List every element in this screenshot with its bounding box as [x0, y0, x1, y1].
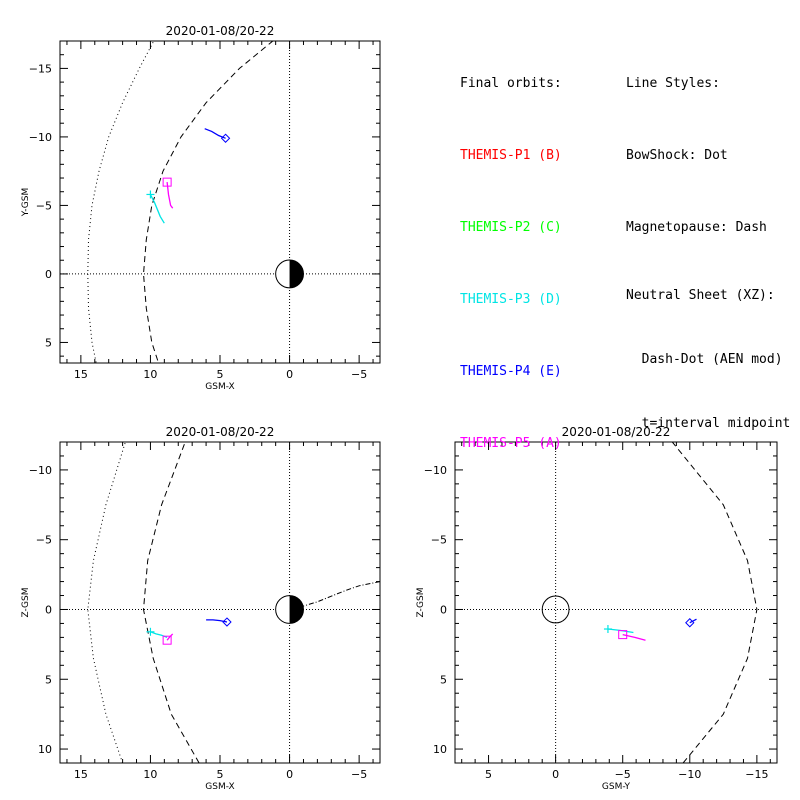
y-tick-label: −15 — [29, 62, 52, 75]
earth-icon — [275, 259, 304, 289]
y-tick-label: −10 — [424, 464, 447, 477]
earth-icon — [541, 595, 570, 624]
x-tick-label: 5 — [217, 768, 224, 781]
neutral-sheet-style-line3: t=interval midpoint — [626, 416, 791, 431]
y-tick-label: −5 — [36, 534, 52, 547]
plot-frame — [59, 40, 381, 364]
neutral-sheet-style-line2: Dash-Dot (AEN mod) — [626, 352, 783, 367]
legend-entry-p3: THEMIS-P3 (D) — [460, 292, 562, 307]
x-tick-label: 10 — [143, 368, 157, 381]
magnetopause-curve — [671, 442, 758, 763]
y-axis-label: Y-GSM — [21, 188, 31, 217]
legend-entry-p4: THEMIS-P4 (E) — [460, 364, 562, 379]
plot-area — [60, 442, 380, 763]
magnetopause-curve — [142, 442, 200, 763]
y-tick-label: 5 — [45, 336, 52, 349]
legend-entry-p2: THEMIS-P2 (C) — [460, 220, 562, 235]
x-tick-label: 0 — [286, 768, 293, 781]
y-tick-label: 0 — [45, 268, 52, 281]
panel-yz: 5 0 −5 −10 −15 −10 −5 0 5 10 2020-01-08/20-22 GSM-Y… — [416, 425, 778, 792]
x-tick-label: 0 — [552, 768, 559, 781]
x-tick-label: 15 — [74, 768, 88, 781]
y-tick-label: 10 — [38, 743, 52, 756]
plot-frame — [59, 441, 381, 764]
orbit-marker-themis-p4-e- — [220, 133, 231, 143]
magnetopause-curve — [142, 41, 274, 363]
orbit-track-themis-p3-d- — [149, 194, 165, 224]
line-styles-heading: Line Styles: — [626, 76, 720, 91]
x-tick-label: 0 — [286, 368, 293, 381]
x-axis-label: GSM-X — [205, 782, 234, 792]
neutral-sheet-style: Neutral Sheet (XZ): — [626, 288, 775, 303]
orbit-track-themis-p4-e- — [204, 128, 226, 139]
chart-title: 2020-01-08/20-22 — [166, 24, 275, 38]
y-tick-label: 0 — [440, 603, 447, 616]
orbit-marker-themis-p3-d- — [146, 627, 155, 636]
legend-entry-p5: THEMIS-P5 (A) — [460, 436, 562, 451]
x-tick-label: −15 — [745, 768, 768, 781]
y-tick-label: 5 — [440, 673, 447, 686]
earth-icon — [275, 595, 304, 624]
orbit-marker-themis-p5-a- — [162, 635, 172, 645]
chart-title: 2020-01-08/20-22 — [166, 425, 275, 439]
plot-frame — [454, 441, 778, 764]
panel-xz: 15 10 5 0 −5 −10 −5 0 5 10 2020-01-08/20-22 GSM-X Z-… — [21, 425, 381, 792]
y-tick-label: −10 — [29, 131, 52, 144]
y-tick-label: −5 — [36, 199, 52, 212]
plot-area — [455, 442, 777, 763]
line-styles-legend: Line Styles: BowShock: Dot Magnetopause:… — [626, 24, 790, 456]
plot-area — [60, 41, 380, 363]
legend-heading: Final orbits: — [460, 76, 562, 91]
orbit-track-themis-p5-a- — [166, 633, 174, 641]
final-orbits-legend: Final orbits: THEMIS-P1 (B) THEMIS-P2 (C… — [460, 24, 562, 480]
bowshock-style: BowShock: Dot — [626, 148, 728, 163]
y-axis-label: Z-GSM — [416, 587, 426, 617]
x-tick-label: 10 — [143, 768, 157, 781]
bowshock-curve — [87, 41, 155, 363]
panel-xy: 15 10 5 0 −5 −15 −10 −5 0 5 2020-01-08/20-22 GSM-X Y… — [21, 24, 381, 392]
bowshock-curve — [87, 442, 126, 763]
orbit-marker-themis-p4-e- — [685, 618, 695, 628]
y-tick-label: 0 — [45, 603, 52, 616]
orbit-marker-themis-p5-a- — [618, 630, 628, 640]
x-axis-label: GSM-Y — [602, 782, 631, 792]
magnetopause-style: Magnetopause: Dash — [626, 220, 767, 235]
legend-entry-p1: THEMIS-P1 (B) — [460, 148, 562, 163]
x-axis-label: GSM-X — [205, 382, 234, 392]
orbit-marker-themis-p3-d- — [603, 625, 612, 634]
y-axis-label: Z-GSM — [21, 587, 31, 617]
orbit-marker-themis-p4-e- — [222, 617, 232, 627]
x-tick-label: −5 — [615, 768, 631, 781]
x-tick-label: −5 — [351, 768, 367, 781]
y-tick-label: 5 — [45, 673, 52, 686]
y-tick-label: −5 — [431, 534, 447, 547]
orbit-track-themis-p5-a- — [166, 182, 174, 209]
orbit-marker-themis-p5-a- — [162, 177, 172, 187]
orbit-track-themis-p5-a- — [622, 633, 646, 641]
y-tick-label: −10 — [29, 464, 52, 477]
orbit-marker-themis-p3-d- — [146, 190, 155, 199]
x-tick-label: −10 — [678, 768, 701, 781]
chart-title: 2020-01-08/20-22 — [562, 425, 671, 439]
x-tick-label: 5 — [485, 768, 492, 781]
orbit-track-themis-p4-e- — [689, 618, 697, 624]
x-tick-label: 5 — [217, 368, 224, 381]
y-tick-label: 10 — [433, 743, 447, 756]
x-tick-label: 15 — [74, 368, 88, 381]
x-tick-label: −5 — [351, 368, 367, 381]
